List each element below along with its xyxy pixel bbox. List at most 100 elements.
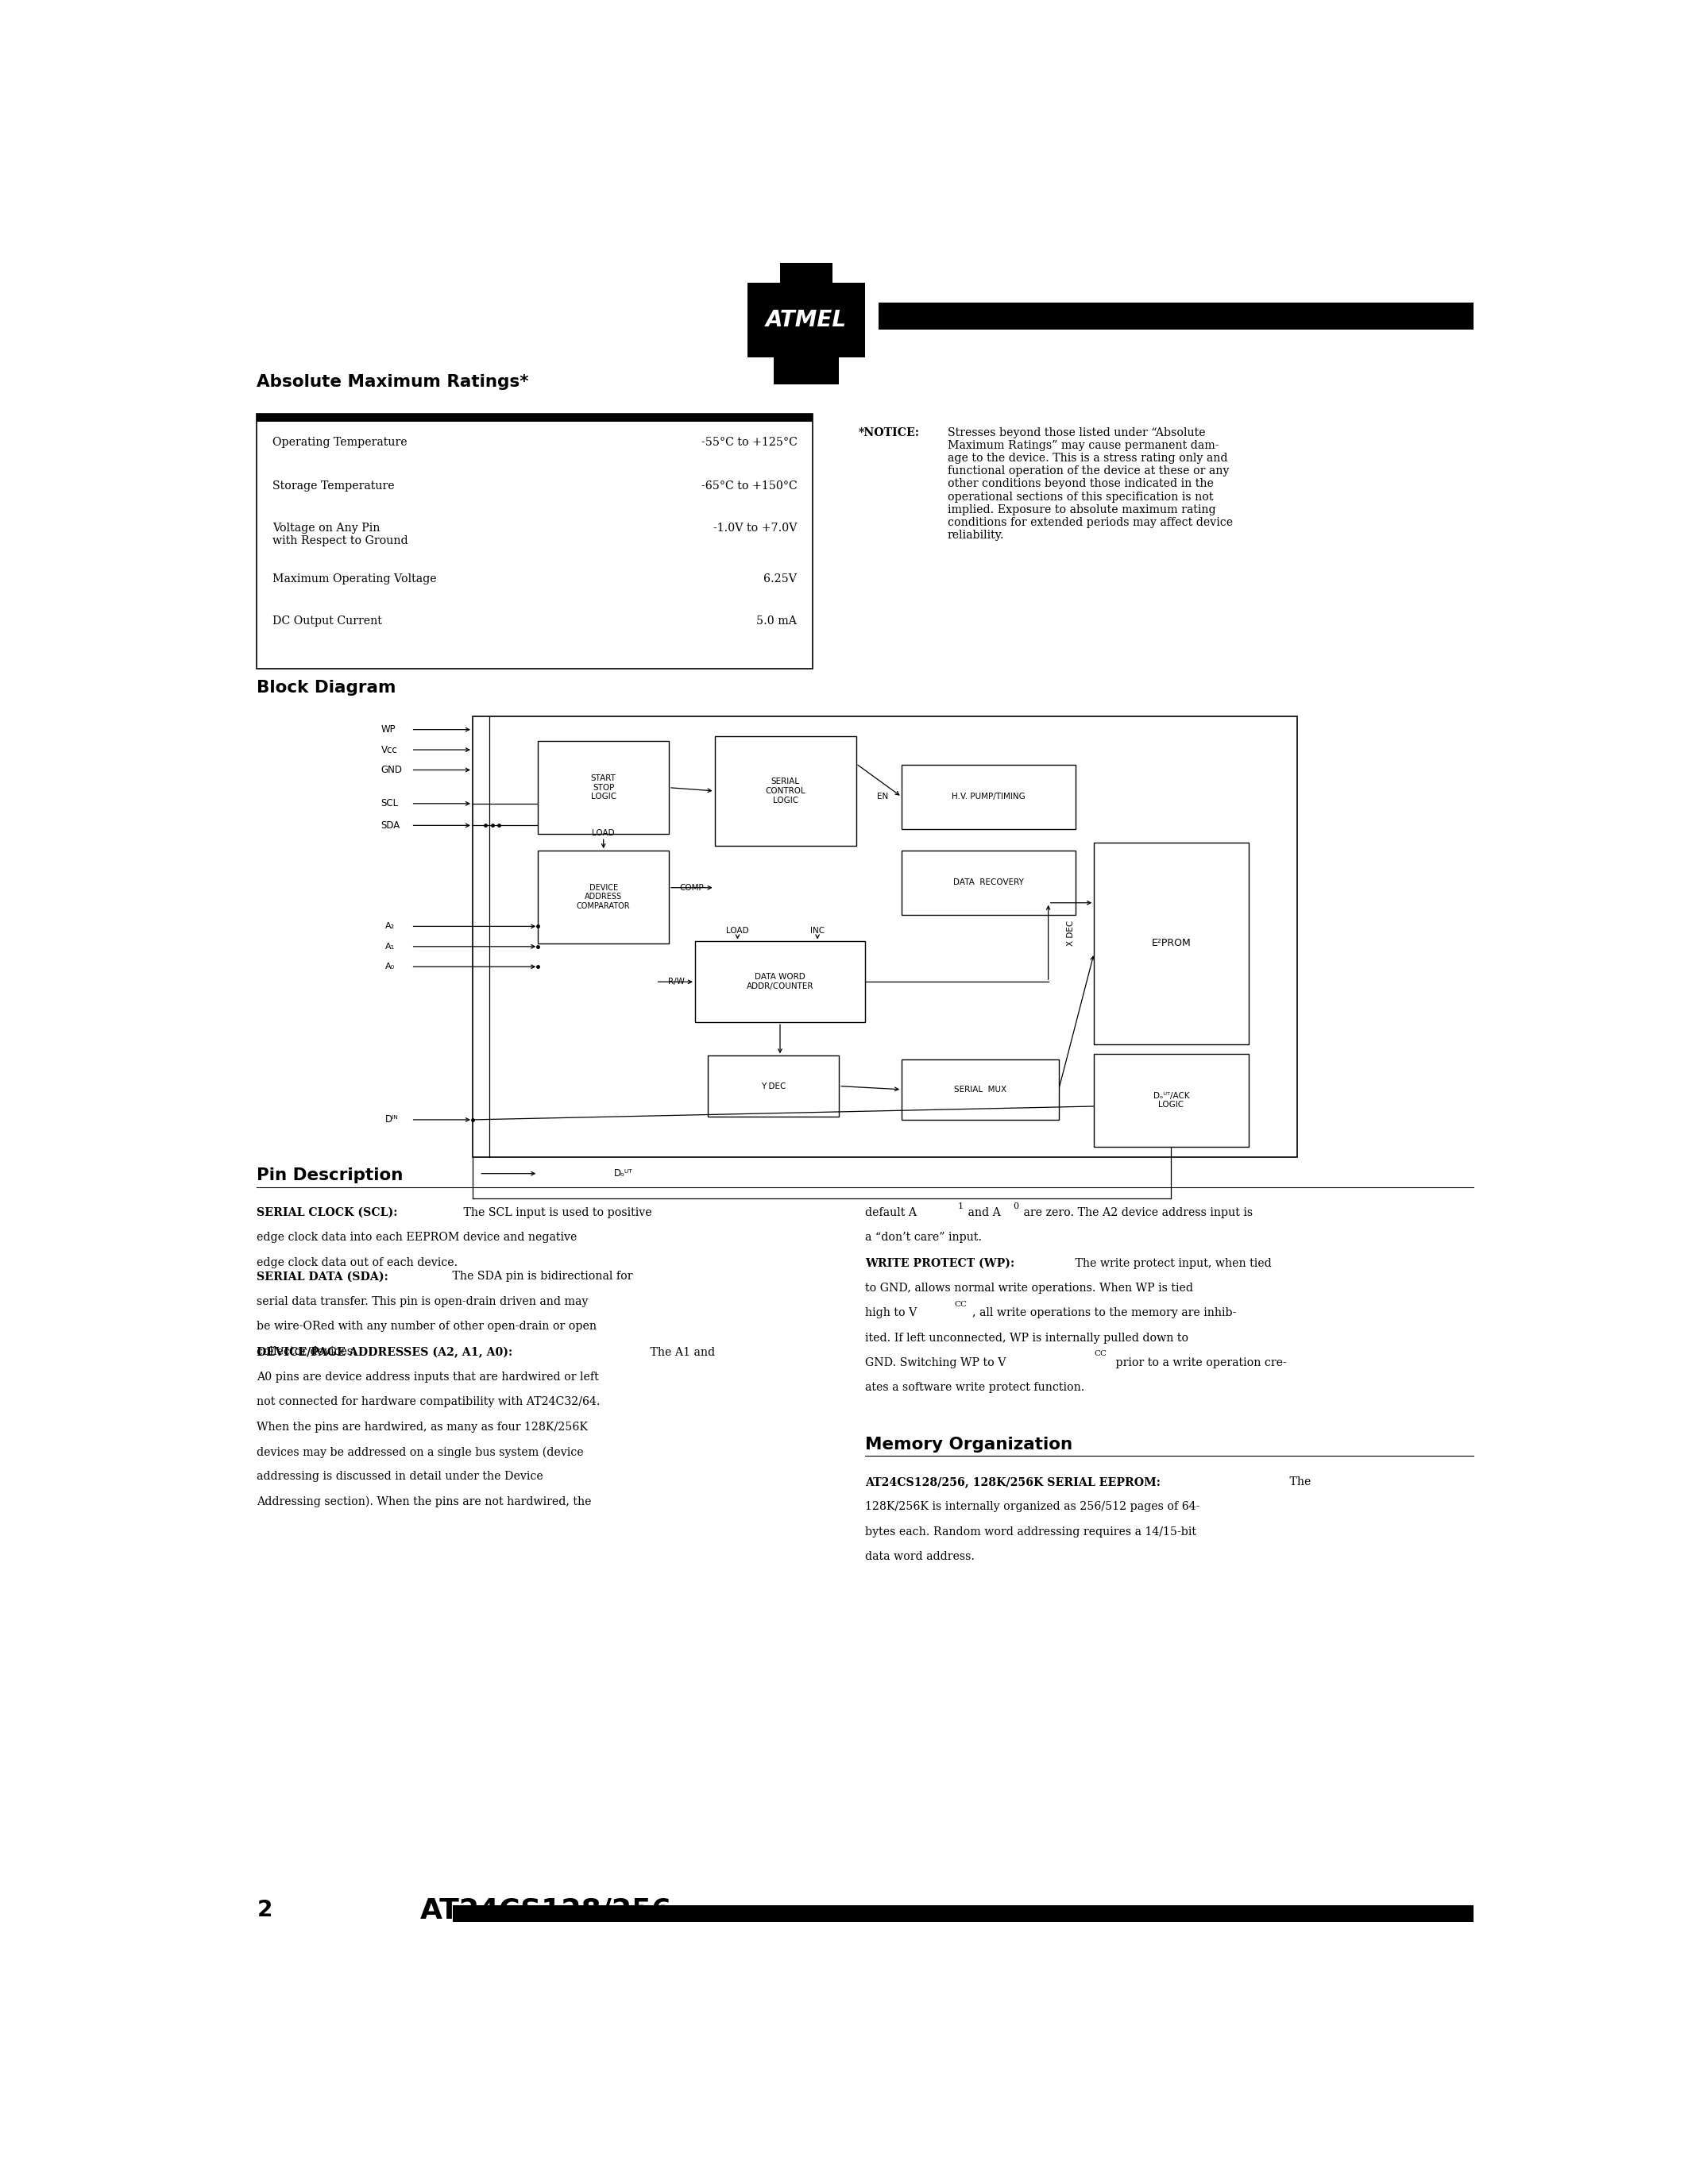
Text: LOAD: LOAD [726,926,749,935]
Text: Dₒᵁᵀ/ACK
LOGIC: Dₒᵁᵀ/ACK LOGIC [1153,1092,1190,1109]
Text: 128K/256K is internally organized as 256/512 pages of 64-: 128K/256K is internally organized as 256… [866,1500,1200,1511]
Text: to GND, allows normal write operations. When WP is tied: to GND, allows normal write operations. … [866,1282,1193,1293]
Text: START
STOP
LOGIC: START STOP LOGIC [591,775,616,802]
Text: AT24CS128/256, 128K/256K SERIAL EEPROM:: AT24CS128/256, 128K/256K SERIAL EEPROM: [866,1476,1161,1487]
Bar [901,1059,1058,1120]
Text: X DEC: X DEC [1067,919,1075,946]
Text: COMP: COMP [680,885,704,891]
Bar [1094,843,1249,1044]
Bar [901,850,1075,915]
Text: Storage Temperature: Storage Temperature [272,480,395,491]
Text: not connected for hardware compatibility with AT24C32/64.: not connected for hardware compatibility… [257,1396,601,1409]
Text: be wire-ORed with any number of other open-drain or open: be wire-ORed with any number of other op… [257,1321,598,1332]
Text: The: The [1286,1476,1312,1487]
Bar [780,262,832,290]
Text: 5.0 mA: 5.0 mA [756,616,797,627]
Text: -1.0V to +7.0V: -1.0V to +7.0V [714,522,797,533]
Text: Memory Organization: Memory Organization [866,1437,1072,1452]
Bar [257,413,814,668]
Text: A0 pins are device address inputs that are hardwired or left: A0 pins are device address inputs that a… [257,1372,599,1382]
Text: high to V: high to V [866,1308,917,1319]
Text: H.V. PUMP/TIMING: H.V. PUMP/TIMING [952,793,1026,802]
Text: a “don’t care” input.: a “don’t care” input. [866,1232,982,1243]
Text: The SDA pin is bidirectional for: The SDA pin is bidirectional for [449,1271,633,1282]
Text: Dₒᵁᵀ: Dₒᵁᵀ [614,1168,633,1179]
Text: , all write operations to the memory are inhib-: , all write operations to the memory are… [972,1308,1236,1319]
Bar [714,736,856,845]
Bar [452,1904,1474,1922]
Text: E²PROM: E²PROM [1151,937,1192,948]
Text: GND: GND [381,764,402,775]
Text: DC Output Current: DC Output Current [272,616,381,627]
Text: 2: 2 [257,1900,272,1922]
Bar [1094,1055,1249,1147]
Text: The A1 and: The A1 and [647,1348,716,1358]
Text: SDA: SDA [381,821,400,830]
Text: LOAD: LOAD [592,830,614,836]
Text: Pin Description: Pin Description [257,1168,403,1184]
Text: SCL: SCL [381,799,398,808]
Text: ATMEL: ATMEL [766,308,847,332]
Text: AT24CS128/256: AT24CS128/256 [420,1896,672,1924]
Bar [695,941,866,1022]
Text: The write protect input, when tied: The write protect input, when tied [1072,1258,1271,1269]
Text: Y DEC: Y DEC [761,1081,787,1090]
Text: 6.25V: 6.25V [763,572,797,585]
Text: -55°C to +125°C: -55°C to +125°C [701,437,797,448]
Text: are zero. The A2 device address input is: are zero. The A2 device address input is [1020,1208,1252,1219]
Bar [901,764,1075,828]
Text: bytes each. Random word addressing requires a 14/15-bit: bytes each. Random word addressing requi… [866,1527,1197,1538]
Text: INC: INC [810,926,825,935]
Text: 0: 0 [1013,1201,1018,1210]
Text: edge clock data into each EEPROM device and negative: edge clock data into each EEPROM device … [257,1232,577,1243]
Bar [709,1055,839,1116]
Text: Vᴄᴄ: Vᴄᴄ [381,745,398,756]
Text: devices may be addressed on a single bus system (device: devices may be addressed on a single bus… [257,1446,584,1457]
Text: Block Diagram: Block Diagram [257,679,397,697]
Text: -65°C to +150°C: -65°C to +150°C [701,480,797,491]
Text: CC: CC [1094,1350,1107,1358]
Text: EN: EN [878,793,888,802]
Text: prior to a write operation cre-: prior to a write operation cre- [1112,1356,1286,1369]
Text: Operating Temperature: Operating Temperature [272,437,407,448]
Bar [538,852,668,943]
Bar [257,413,814,422]
Text: When the pins are hardwired, as many as four 128K/256K: When the pins are hardwired, as many as … [257,1422,587,1433]
Text: DATA  RECOVERY: DATA RECOVERY [954,878,1025,887]
Text: R/W: R/W [668,978,685,985]
Text: SERIAL CLOCK (SCL):: SERIAL CLOCK (SCL): [257,1208,398,1219]
Text: A₀: A₀ [385,963,395,970]
Bar [878,301,1474,330]
Text: Dᴵᴺ: Dᴵᴺ [385,1114,398,1125]
Text: Addressing section). When the pins are not hardwired, the: Addressing section). When the pins are n… [257,1496,591,1507]
Text: Stresses beyond those listed under “Absolute
Maximum Ratings” may cause permanen: Stresses beyond those listed under “Abso… [947,426,1232,542]
Text: A₂: A₂ [385,922,395,930]
Bar [773,358,839,384]
Text: Voltage on Any Pin
with Respect to Ground: Voltage on Any Pin with Respect to Groun… [272,522,408,546]
Text: serial data transfer. This pin is open-drain driven and may: serial data transfer. This pin is open-d… [257,1295,589,1306]
Text: A₁: A₁ [385,943,395,950]
Text: CC: CC [954,1302,967,1308]
Bar [538,740,668,834]
Text: WP: WP [381,725,397,734]
Text: default A: default A [866,1208,917,1219]
Text: collector devices.: collector devices. [257,1345,356,1356]
Text: SERIAL DATA (SDA):: SERIAL DATA (SDA): [257,1271,388,1282]
Text: DEVICE/PAGE ADDRESSES (A2, A1, A0):: DEVICE/PAGE ADDRESSES (A2, A1, A0): [257,1348,513,1358]
Text: Absolute Maximum Ratings*: Absolute Maximum Ratings* [257,373,528,391]
Text: WRITE PROTECT (WP):: WRITE PROTECT (WP): [866,1258,1014,1269]
Text: data word address.: data word address. [866,1551,974,1562]
Text: SERIAL  MUX: SERIAL MUX [954,1085,1006,1094]
Text: ates a software write protect function.: ates a software write protect function. [866,1382,1085,1393]
Text: ited. If left unconnected, WP is internally pulled down to: ited. If left unconnected, WP is interna… [866,1332,1188,1343]
Text: *NOTICE:: *NOTICE: [859,426,920,439]
FancyBboxPatch shape [748,284,866,358]
Text: DATA WORD
ADDR/COUNTER: DATA WORD ADDR/COUNTER [746,974,814,989]
Text: Maximum Operating Voltage: Maximum Operating Voltage [272,572,437,585]
Text: GND. Switching WP to V: GND. Switching WP to V [866,1356,1006,1369]
Text: edge clock data out of each device.: edge clock data out of each device. [257,1258,457,1269]
Text: 1: 1 [957,1201,962,1210]
Bar [473,716,1296,1158]
Text: addressing is discussed in detail under the Device: addressing is discussed in detail under … [257,1472,544,1483]
Text: and A: and A [964,1208,1001,1219]
